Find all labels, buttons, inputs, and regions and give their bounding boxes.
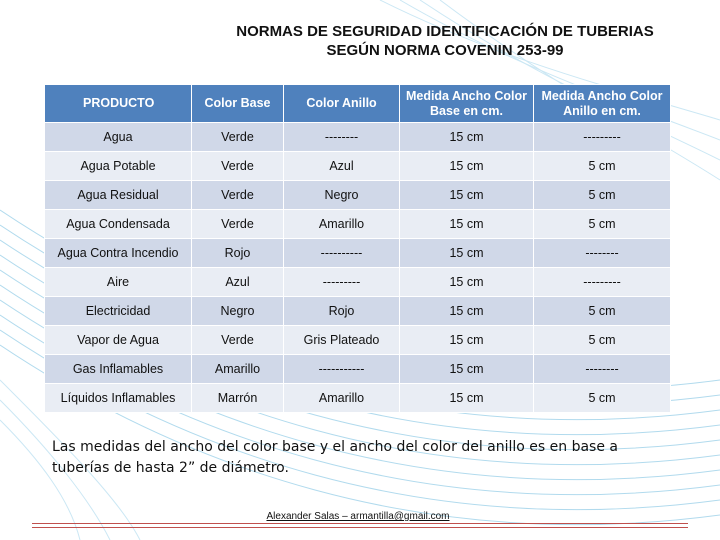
cell-medida-anillo: -------- (533, 238, 671, 268)
cell-medida-base: 15 cm (399, 180, 534, 210)
header-medida-base: Medida Ancho Color Base en cm. (399, 84, 534, 123)
cell-producto: Vapor de Agua (44, 325, 192, 355)
cell-medida-anillo: -------- (533, 354, 671, 384)
cell-medida-anillo: 5 cm (533, 383, 671, 413)
table-row: Agua Condensada Verde Amarillo 15 cm 5 cm (44, 209, 671, 239)
table-row: Electricidad Negro Rojo 15 cm 5 cm (44, 296, 671, 326)
cell-medida-base: 15 cm (399, 383, 534, 413)
cell-color-anillo: ---------- (283, 238, 400, 268)
cell-color-base: Amarillo (191, 354, 284, 384)
author-text: Alexander Salas – armantilla@gmail.com (266, 511, 450, 522)
header-producto: PRODUCTO (44, 84, 192, 123)
cell-color-anillo: Rojo (283, 296, 400, 326)
cell-medida-anillo: 5 cm (533, 209, 671, 239)
cell-medida-anillo: --------- (533, 267, 671, 297)
cell-medida-base: 15 cm (399, 151, 534, 181)
footnote: Las medidas del ancho del color base y e… (52, 439, 618, 476)
cell-medida-anillo: 5 cm (533, 151, 671, 181)
table-row: Agua Residual Verde Negro 15 cm 5 cm (44, 180, 671, 210)
page-title: NORMAS DE SEGURIDAD IDENTIFICACIÓN DE TU… (200, 22, 690, 60)
cell-medida-base: 15 cm (399, 238, 534, 268)
cell-producto: Agua Condensada (44, 209, 192, 239)
cell-color-base: Negro (191, 296, 284, 326)
table-row: Gas Inflamables Amarillo ----------- 15 cm -… (44, 354, 671, 384)
cell-medida-anillo: 5 cm (533, 325, 671, 355)
cell-color-anillo: ----------- (283, 354, 400, 384)
divider-line-bottom (32, 527, 688, 528)
cell-color-anillo: Negro (283, 180, 400, 210)
table-row: Aire Azul --------- 15 cm --------- (44, 267, 671, 297)
cell-producto: Agua Contra Incendio (44, 238, 192, 268)
cell-medida-anillo: --------- (533, 122, 671, 152)
cell-producto: Agua (44, 122, 192, 152)
cell-medida-anillo: 5 cm (533, 296, 671, 326)
cell-medida-base: 15 cm (399, 354, 534, 384)
divider-line-top (32, 523, 688, 524)
cell-producto: Gas Inflamables (44, 354, 192, 384)
cell-color-base: Verde (191, 325, 284, 355)
header-color-anillo: Color Anillo (283, 84, 400, 123)
header-color-base: Color Base (191, 84, 284, 123)
cell-producto: Líquidos Inflamables (44, 383, 192, 413)
cell-medida-base: 15 cm (399, 296, 534, 326)
cell-medida-base: 15 cm (399, 209, 534, 239)
header-medida-anillo: Medida Ancho Color Anillo en cm. (533, 84, 671, 123)
cell-producto: Aire (44, 267, 192, 297)
table-header-row: PRODUCTO Color Base Color Anillo Medida … (44, 84, 671, 123)
cell-color-base: Rojo (191, 238, 284, 268)
cell-medida-base: 15 cm (399, 122, 534, 152)
table-row: Agua Verde -------- 15 cm --------- (44, 122, 671, 152)
cell-color-anillo: Gris Plateado (283, 325, 400, 355)
cell-color-base: Verde (191, 151, 284, 181)
cell-medida-base: 15 cm (399, 325, 534, 355)
table-row: Agua Potable Verde Azul 15 cm 5 cm (44, 151, 671, 181)
cell-medida-base: 15 cm (399, 267, 534, 297)
table-row: Líquidos Inflamables Marrón Amarillo 15 cm 5… (44, 383, 671, 413)
cell-color-anillo: --------- (283, 267, 400, 297)
cell-color-anillo: Azul (283, 151, 400, 181)
title-line-2: SEGÚN NORMA COVENIN 253-99 (326, 42, 564, 59)
cell-color-base: Verde (191, 180, 284, 210)
cell-color-base: Marrón (191, 383, 284, 413)
cell-producto: Agua Residual (44, 180, 192, 210)
cell-color-base: Azul (191, 267, 284, 297)
cell-color-base: Verde (191, 209, 284, 239)
author-credit: Alexander Salas – armantilla@gmail.com (0, 511, 716, 522)
cell-color-base: Verde (191, 122, 284, 152)
cell-medida-anillo: 5 cm (533, 180, 671, 210)
table-row: Agua Contra Incendio Rojo ---------- 15 cm -… (44, 238, 671, 268)
cell-color-anillo: Amarillo (283, 209, 400, 239)
table-row: Vapor de Agua Verde Gris Plateado 15 cm 5 cm (44, 325, 671, 355)
pipe-identification-table: PRODUCTO Color Base Color Anillo Medida … (44, 84, 671, 413)
cell-producto: Electricidad (44, 296, 192, 326)
cell-producto: Agua Potable (44, 151, 192, 181)
cell-color-anillo: -------- (283, 122, 400, 152)
title-line-1: NORMAS DE SEGURIDAD IDENTIFICACIÓN DE TU… (236, 23, 654, 40)
cell-color-anillo: Amarillo (283, 383, 400, 413)
